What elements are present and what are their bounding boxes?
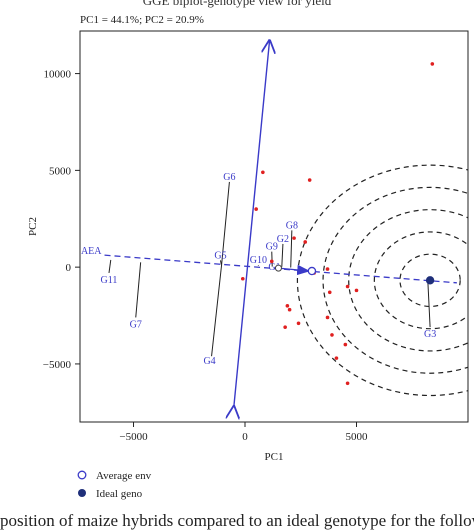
environment-point (330, 333, 334, 337)
genotype-label: G7 (130, 319, 142, 330)
distance-circle (297, 165, 474, 395)
genotype-label: G4 (203, 356, 215, 367)
genotype-projection-line (291, 230, 292, 267)
genotype-label: G8 (286, 220, 298, 231)
aea-label: AEA (81, 246, 102, 257)
environment-point (286, 304, 290, 308)
environment-point (283, 325, 287, 329)
x-tick-label: −5000 (119, 431, 148, 443)
legend-filled-circle (78, 489, 86, 497)
y-tick-label: 0 (66, 262, 72, 274)
x-tick-label: 0 (242, 431, 248, 443)
y-tick-label: 10000 (44, 69, 72, 81)
environment-point (328, 291, 332, 295)
genotype-projection-line (428, 281, 430, 327)
aea-arrow (278, 268, 308, 271)
environment-point (346, 285, 350, 289)
ideal-genotype-marker (426, 276, 434, 284)
environment-point (355, 289, 359, 293)
genotype-projection-line (282, 244, 283, 267)
environment-point (346, 381, 350, 385)
genotype-projection-line (109, 260, 111, 273)
legend-open-circle (78, 471, 86, 479)
figure-caption: position of maize hybrids compared to an… (0, 511, 474, 531)
legend-label: Ideal geno (96, 488, 143, 500)
y-axis-label: PC2 (27, 217, 39, 236)
ata-axis-line (234, 41, 270, 407)
environment-point (326, 267, 330, 271)
environment-point (326, 316, 330, 320)
environment-point (297, 321, 301, 325)
environment-point (288, 308, 292, 312)
environment-point (335, 356, 339, 360)
y-tick-label: 5000 (49, 165, 72, 177)
genotype-label: G2 (277, 234, 289, 245)
genotype-label: G11 (101, 275, 118, 286)
average-env-marker (308, 267, 315, 274)
genotype-projection-line (212, 265, 222, 356)
genotype-label: G6 (223, 172, 235, 183)
environment-point (254, 207, 258, 211)
distance-circle (349, 210, 474, 351)
environment-point (241, 277, 245, 281)
environment-point (270, 260, 274, 264)
genotype-label: G3 (424, 329, 436, 340)
origin-marker (275, 265, 281, 271)
genotype-label: G9 (266, 242, 278, 253)
environment-point (261, 171, 265, 175)
x-axis-label: PC1 (265, 451, 284, 463)
genotype-label: G10 (250, 255, 267, 266)
environment-point (344, 343, 348, 347)
environment-point (308, 178, 312, 182)
environment-point (431, 62, 435, 66)
x-tick-label: 5000 (346, 431, 369, 443)
environment-point (292, 236, 296, 240)
genotype-label: G5 (214, 250, 226, 261)
environment-point (303, 240, 307, 244)
y-tick-label: −5000 (43, 359, 72, 371)
legend-label: Average env (96, 470, 152, 482)
genotype-projection-line (136, 262, 141, 317)
plot-frame (80, 31, 468, 422)
